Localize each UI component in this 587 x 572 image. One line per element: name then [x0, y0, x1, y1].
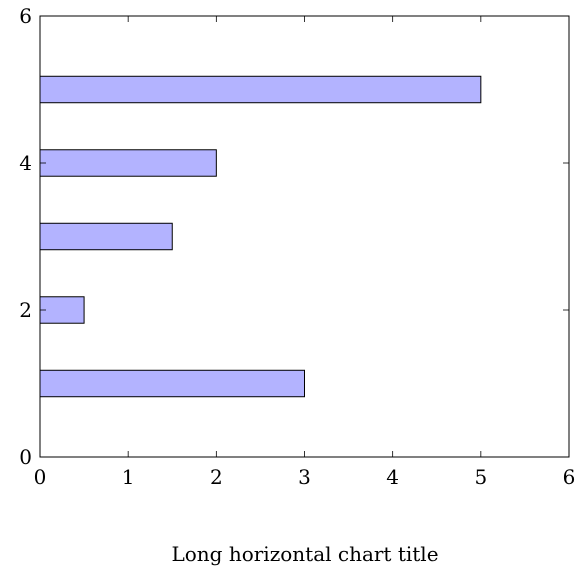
bar-4 — [39, 149, 217, 177]
bar-5 — [39, 75, 482, 104]
x-axis-title: Long horizontal chart title — [171, 542, 438, 566]
x-tick-label: 3 — [298, 465, 311, 489]
plot-frame — [39, 15, 570, 458]
bar-3 — [39, 222, 173, 251]
y-tick-label: 4 — [19, 151, 32, 175]
y-tick-label: 0 — [19, 445, 32, 469]
x-tick-label: 5 — [474, 465, 487, 489]
bars-layer — [39, 75, 482, 398]
y-tick-label: 2 — [19, 298, 32, 322]
bar-2 — [39, 296, 85, 324]
x-tick-label: 0 — [34, 465, 47, 489]
x-tick-label: 1 — [122, 465, 135, 489]
x-tick-label: 6 — [563, 465, 576, 489]
x-tick-label: 2 — [210, 465, 223, 489]
bar-1 — [39, 369, 305, 398]
x-tick-label: 4 — [386, 465, 399, 489]
y-tick-label: 6 — [19, 4, 32, 28]
